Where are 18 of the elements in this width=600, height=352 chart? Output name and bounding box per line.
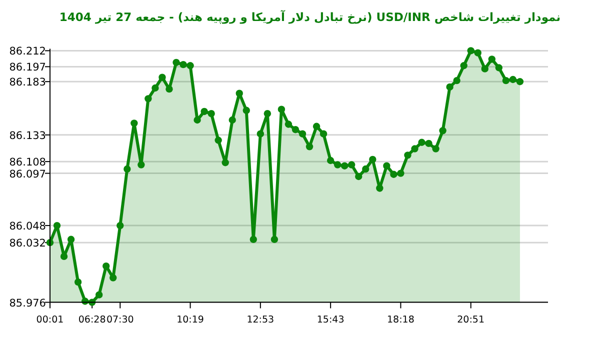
x-tick-label: 18:18 bbox=[387, 314, 414, 326]
y-tick-label: 86.048 bbox=[9, 220, 46, 233]
y-tick-label: 86.133 bbox=[9, 130, 46, 142]
x-tick-label: 07:30 bbox=[106, 314, 134, 326]
y-tick-label: 86.183 bbox=[9, 76, 46, 89]
x-tick-label: 10:19 bbox=[176, 314, 204, 326]
y-tick-label: 86.032 bbox=[9, 238, 46, 250]
y-tick-label: 86.108 bbox=[9, 156, 46, 169]
y-tick-label: 85.976 bbox=[9, 297, 46, 310]
x-tick-label: 00:01 bbox=[36, 314, 64, 326]
x-tick-label: 12:53 bbox=[246, 314, 274, 326]
x-tick-label: 06:28 bbox=[78, 314, 106, 326]
y-tick-label: 86.212 bbox=[9, 46, 46, 58]
x-tick-label: 15:43 bbox=[316, 314, 344, 326]
y-tick-label: 86.097 bbox=[9, 168, 46, 180]
x-tick-label: 20:51 bbox=[457, 314, 485, 326]
chart-title: نمودار تغییرات شاخص USD/INR (نرخ تبادل دلار آمریکا و روپیه هند) - جمعه 27 تیر 1404 bbox=[59, 10, 561, 24]
y-tick-label: 86.197 bbox=[9, 62, 46, 74]
